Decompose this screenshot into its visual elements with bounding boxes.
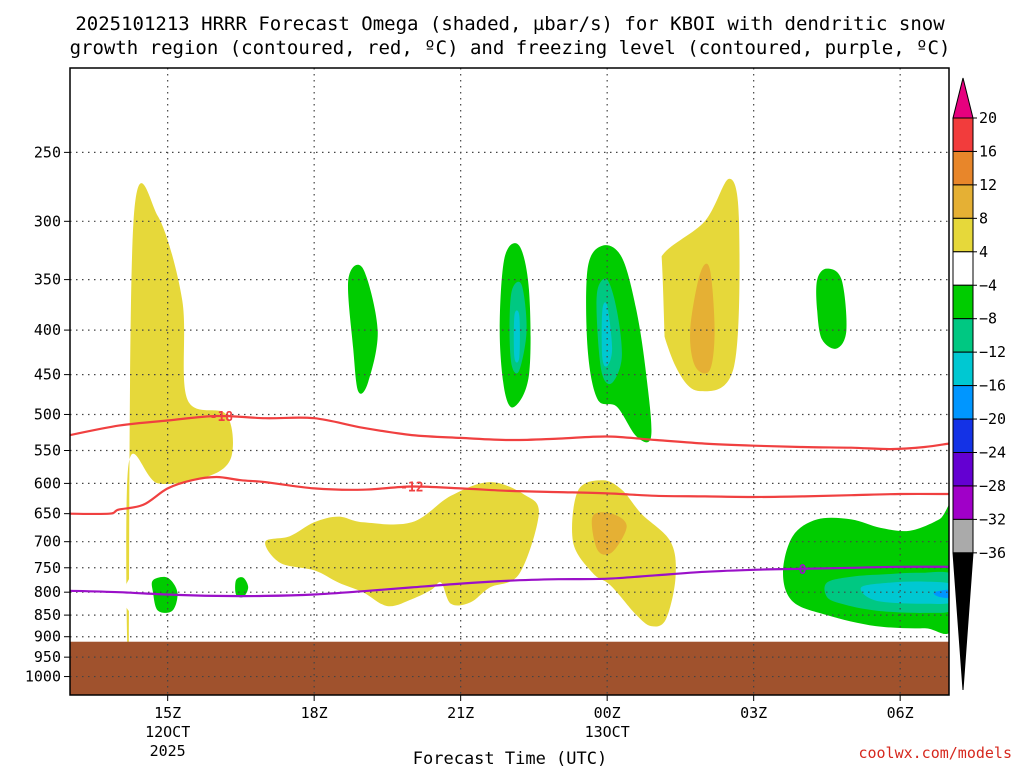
y-tick-label-500: 500 [34, 405, 61, 423]
colorbar-swatch-11 [952, 452, 974, 487]
colorbar-swatch-1 [952, 117, 974, 152]
colorbar-label-4: 4 [979, 243, 988, 261]
y-tick-label-850: 850 [34, 606, 61, 624]
y-tick-label-650: 650 [34, 505, 61, 523]
y-tick-label-450: 450 [34, 366, 61, 384]
colorbar-label-6: −8 [979, 310, 997, 328]
y-tick-label-550: 550 [34, 442, 61, 460]
terrain-fill [70, 641, 949, 695]
x-tick-date-00Z: 13OCT [585, 723, 630, 741]
x-tick-label-15Z: 15Z [154, 704, 181, 722]
x-tick-date-15Z: 12OCT [145, 723, 190, 741]
colorbar-swatch-4 [952, 217, 974, 253]
colorbar-swatch-6 [952, 284, 974, 320]
plot-area: -18 -12 0 [69, 67, 950, 696]
omega-region-0 [126, 183, 233, 674]
colorbar-label-3: 8 [979, 209, 988, 227]
omega-region-17 [733, 95, 769, 168]
omega-shading [123, 95, 949, 674]
y-tick-label-800: 800 [34, 583, 61, 601]
contour-label-0: -18 [210, 410, 234, 425]
omega-region-7 [347, 264, 378, 394]
contours: -18 -12 0 [70, 410, 949, 598]
contour-label-1: -12 [400, 481, 423, 496]
colorbar-swatch-2 [952, 150, 974, 186]
colorbar-label-7: −12 [979, 343, 1006, 361]
contour-line-0 [70, 414, 949, 451]
colorbar-label-11: −28 [979, 477, 1006, 495]
x-tick-label-18Z: 18Z [301, 704, 328, 722]
x-tick-label-06Z: 06Z [887, 704, 914, 722]
colorbar-label-8: −16 [979, 377, 1006, 395]
colorbar-swatch-10 [952, 418, 974, 453]
omega-region-15 [601, 302, 613, 367]
colorbar-swatch-9 [952, 385, 974, 420]
y-tick-label-250: 250 [34, 143, 61, 161]
colorbar-label-1: 16 [979, 142, 997, 160]
x-tick-label-00Z: 00Z [594, 704, 621, 722]
y-tick-label-400: 400 [34, 321, 61, 339]
contour-line-2 [70, 565, 949, 598]
omega-region-18 [792, 203, 881, 503]
omega-region-2 [690, 263, 715, 374]
y-tick-label-1000: 1000 [25, 668, 61, 686]
y-tick-label-700: 700 [34, 533, 61, 551]
colorbar-cap-top [952, 77, 974, 119]
omega-region-16 [457, 337, 466, 392]
colorbar-label-10: −24 [979, 444, 1006, 462]
colorbar: 20 16 12 8 4 −4 −8 −12 −16 −20 −24 −28 −32 −36 [952, 77, 1006, 691]
y-tick-label-950: 950 [34, 648, 61, 666]
credit-text[interactable]: coolwx.com/models [858, 744, 1012, 762]
chart-title-line2: growth region (contoured, red, ºC) and f… [70, 37, 951, 59]
omega-region-5 [591, 512, 627, 555]
omega-region-1 [654, 178, 740, 392]
colorbar-swatch-12 [952, 485, 974, 520]
y-axis: 250 300 350 400 450 500 550 600 650 700 750 800 850 9… [25, 143, 70, 686]
plot-frame [69, 67, 950, 696]
omega-region-11 [513, 310, 520, 363]
omega-region-19 [816, 268, 847, 349]
colorbar-swatch-5 [952, 251, 974, 286]
contour-label-2: 0 [799, 563, 807, 578]
chart-title-line1: 2025101213 HRRR Forecast Omega (shaded, … [75, 13, 945, 35]
omega-region-24 [933, 589, 949, 599]
x-axis-label: Forecast Time (UTC) [413, 749, 607, 768]
y-tick-label-300: 300 [34, 212, 61, 230]
colorbar-label-9: −20 [979, 410, 1006, 428]
colorbar-swatch-13 [952, 518, 974, 554]
colorbar-label-12: −32 [979, 510, 1006, 528]
omega-region-3 [265, 482, 539, 607]
colorbar-label-2: 12 [979, 176, 997, 194]
y-tick-label-600: 600 [34, 474, 61, 492]
colorbar-swatch-3 [952, 184, 974, 219]
x-tick-label-21Z: 21Z [447, 704, 474, 722]
colorbar-label-13: −36 [979, 544, 1006, 562]
contour-line-1 [70, 475, 949, 516]
colorbar-label-5: −4 [979, 276, 997, 294]
x-tick-year-15Z: 2025 [150, 742, 186, 760]
y-tick-label-350: 350 [34, 271, 61, 289]
colorbar-cap-bottom [952, 552, 974, 691]
y-tick-label-750: 750 [34, 559, 61, 577]
y-tick-label-900: 900 [34, 628, 61, 646]
x-tick-label-03Z: 03Z [740, 704, 767, 722]
colorbar-label-0: 20 [979, 109, 997, 127]
terrain [70, 641, 949, 695]
colorbar-swatch-8 [952, 351, 974, 387]
colorbar-swatch-7 [952, 318, 974, 353]
